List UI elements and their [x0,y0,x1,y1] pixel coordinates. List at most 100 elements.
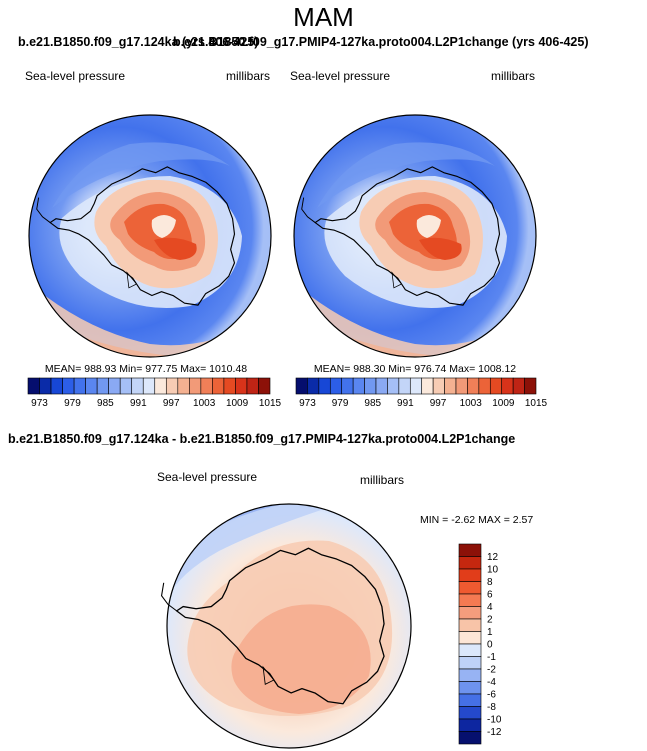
colorbar-swatch [62,377,75,395]
main-title: MAM [293,2,354,32]
right-map-stats: MEAN= 988.30 Min= 976.74 Max= 1008.12 [314,363,516,375]
colorbar-tick-label: -4 [487,677,496,688]
colorbar-tick-label: 997 [430,398,447,409]
colorbar-swatch [108,377,121,395]
left-colorbar: 973 979 985 991 997 1003 1009 1015 [27,377,282,409]
colorbar-swatch [458,656,482,670]
colorbar-swatch [467,377,480,395]
right-colorbar: 973 979 985 991 997 1003 1009 1015 [295,377,548,409]
colorbar-tick-label: 973 [31,398,48,409]
colorbar-swatch [73,377,86,395]
colorbar-swatch [177,377,190,395]
colorbar-swatch [27,377,40,395]
colorbar-swatch [189,377,202,395]
left-map-stats: MEAN= 988.93 Min= 977.75 Max= 1010.48 [45,363,247,375]
colorbar-swatch [235,377,248,395]
colorbar-swatch [142,377,156,395]
colorbar-tick-label: -6 [487,690,496,701]
right-variable-label: Sea-level pressure [290,69,390,83]
colorbar-swatch [352,377,365,395]
colorbar-tick-label: 979 [332,398,349,409]
colorbar-tick-label: 2 [487,615,493,626]
colorbar-swatch [458,568,482,582]
colorbar-tick-label: 973 [299,398,316,409]
colorbar-swatch [444,377,457,395]
colorbar-tick-label: -8 [487,702,496,713]
left-units-label: millibars [226,69,270,83]
colorbar-swatch [212,377,225,395]
colorbar-swatch [375,377,388,395]
diff-variable-label: Sea-level pressure [157,470,257,484]
left-map-boundary [28,114,272,358]
colorbar-swatch [96,377,109,395]
colorbar-swatch [85,377,98,395]
colorbar-swatch [458,643,482,657]
colorbar-swatch [458,706,482,720]
right-case-title: b.e21.B1850.f09_g17.PMIP4-127ka.proto004… [173,35,589,49]
colorbar-swatch [131,377,144,395]
colorbar-tick-label: 1003 [193,398,216,409]
colorbar-swatch [458,731,482,745]
colorbar-swatch [455,377,468,395]
colorbar-swatch [165,377,179,395]
diff-map-stats: MIN = -2.62 MAX = 2.57 [420,514,533,526]
colorbar-swatch [458,681,482,695]
colorbar-tick-label: 1009 [226,398,249,409]
colorbar-swatch [329,377,343,395]
colorbar-swatch [458,718,482,732]
colorbar-tick-label: 10 [487,565,499,576]
right-map-boundary [293,114,537,358]
colorbar-swatch [295,377,308,395]
colorbar-tick-label: 979 [64,398,81,409]
colorbar-swatch [50,377,63,395]
colorbar-swatch [458,593,482,607]
colorbar-swatch [246,377,259,395]
colorbar-tick-label: 1009 [492,398,515,409]
difference-title: b.e21.B1850.f09_g17.124ka - b.e21.B1850.… [8,432,516,446]
colorbar-swatch [154,377,167,395]
colorbar-tick-label: -1 [487,652,496,663]
colorbar-swatch [524,377,537,395]
diff-map-boundary [166,503,412,749]
colorbar-swatch [458,693,482,707]
left-case-title: b.e21.B1850.f09_g17.124ka (yrs 406-425) [18,35,259,49]
colorbar-swatch [478,377,491,395]
colorbar-swatch [458,668,482,682]
colorbar-swatch [501,377,514,395]
colorbar-swatch [458,631,482,645]
left-variable-label: Sea-level pressure [25,69,125,83]
colorbar-tick-label: 991 [130,398,147,409]
colorbar-tick-label: 985 [97,398,114,409]
colorbar-tick-label: 1 [487,627,493,638]
colorbar-swatch [458,618,482,632]
colorbar-swatch [258,377,271,395]
colorbar-swatch [421,377,434,395]
colorbar-swatch [432,377,445,395]
colorbar-tick-label: 1003 [460,398,483,409]
colorbar-swatch [458,606,482,620]
colorbar-tick-label: 12 [487,552,499,563]
colorbar-tick-label: -12 [487,727,502,738]
colorbar-tick-label: 6 [487,590,493,601]
colorbar-swatch [318,377,331,395]
colorbar-swatch [489,377,503,395]
colorbar-tick-label: 1015 [259,398,282,409]
colorbar-tick-label: 4 [487,602,493,613]
colorbar-tick-label: 997 [163,398,180,409]
right-units-label: millibars [491,69,535,83]
colorbar-swatch [387,377,400,395]
colorbar-swatch [341,377,354,395]
diff-units-label: millibars [360,473,404,487]
colorbar-swatch [39,377,52,395]
colorbar-swatch [223,377,236,395]
colorbar-tick-label: 985 [364,398,381,409]
colorbar-tick-label: 1015 [525,398,548,409]
colorbar-swatch [458,581,482,595]
colorbar-swatch [307,377,320,395]
colorbar-swatch [200,377,213,395]
colorbar-swatch [458,543,482,557]
colorbar-tick-label: 991 [397,398,414,409]
colorbar-swatch [512,377,525,395]
